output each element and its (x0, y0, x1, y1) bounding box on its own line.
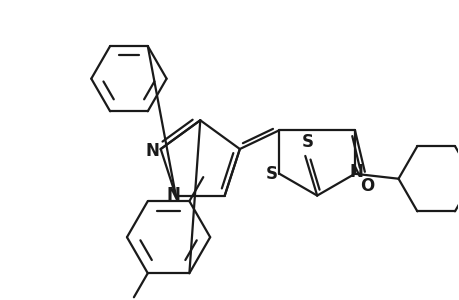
Text: N: N (167, 186, 180, 204)
Text: N: N (349, 163, 363, 181)
Text: S: S (301, 133, 313, 151)
Text: O: O (359, 177, 373, 195)
Text: N: N (146, 142, 159, 160)
Text: S: S (265, 165, 277, 183)
